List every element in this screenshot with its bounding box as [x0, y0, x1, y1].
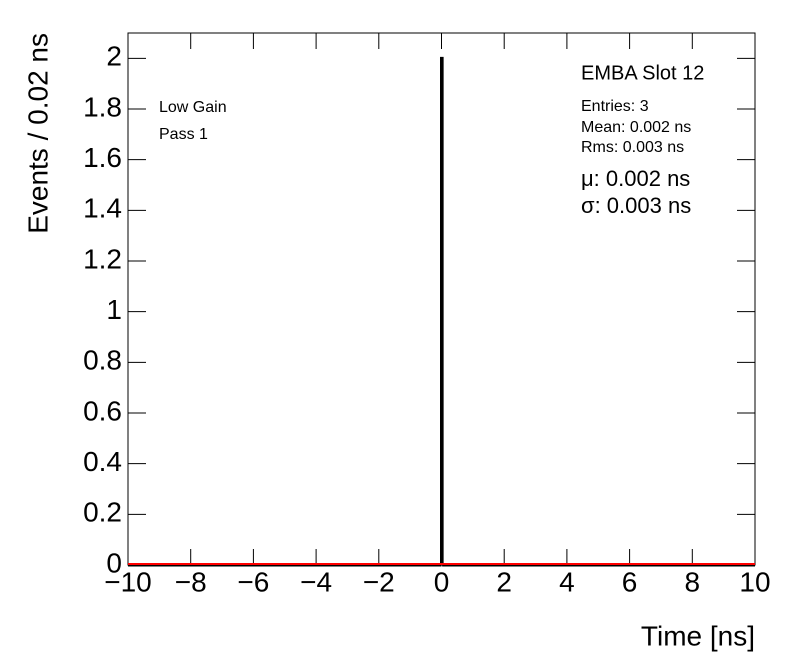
x-tick-label: −10 — [104, 566, 152, 597]
chart-title: EMBA Slot 12 — [581, 62, 704, 84]
annotation: Low Gain — [159, 99, 227, 116]
y-tick-label: 0.8 — [83, 345, 122, 376]
y-tick-label: 1.8 — [83, 91, 122, 122]
annotation: Pass 1 — [159, 126, 208, 143]
y-axis-label: Events / 0.02 ns — [22, 33, 53, 234]
stat-entries: Entries: 3 — [581, 98, 649, 115]
x-tick-label: −6 — [237, 566, 269, 597]
y-tick-label: 1 — [106, 294, 122, 325]
x-axis-label: Time [ns] — [641, 620, 755, 651]
x-tick-label: −4 — [300, 566, 332, 597]
x-tick-label: 2 — [496, 566, 512, 597]
x-tick-label: 10 — [739, 566, 770, 597]
histogram-bin — [440, 56, 444, 565]
y-tick-label: 0.6 — [83, 395, 122, 426]
y-tick-label: 1.4 — [83, 193, 122, 224]
x-tick-label: 6 — [622, 566, 638, 597]
x-tick-label: 0 — [434, 566, 450, 597]
fit-mu: μ: 0.002 ns — [581, 166, 690, 191]
x-tick-label: −2 — [363, 566, 395, 597]
stat-mean: Mean: 0.002 ns — [581, 119, 691, 136]
y-tick-label: 0.4 — [83, 446, 122, 477]
x-tick-label: 4 — [559, 566, 575, 597]
y-tick-label: 1.2 — [83, 243, 122, 274]
y-tick-label: 0.2 — [83, 497, 122, 528]
stat-rms: Rms: 0.003 ns — [581, 139, 684, 156]
x-tick-label: −8 — [175, 566, 207, 597]
x-tick-label: 8 — [685, 566, 701, 597]
y-tick-label: 2 — [106, 41, 122, 72]
y-tick-label: 1.6 — [83, 142, 122, 173]
fit-sigma: σ: 0.003 ns — [581, 193, 691, 218]
y-tick-label: 0 — [106, 547, 122, 578]
